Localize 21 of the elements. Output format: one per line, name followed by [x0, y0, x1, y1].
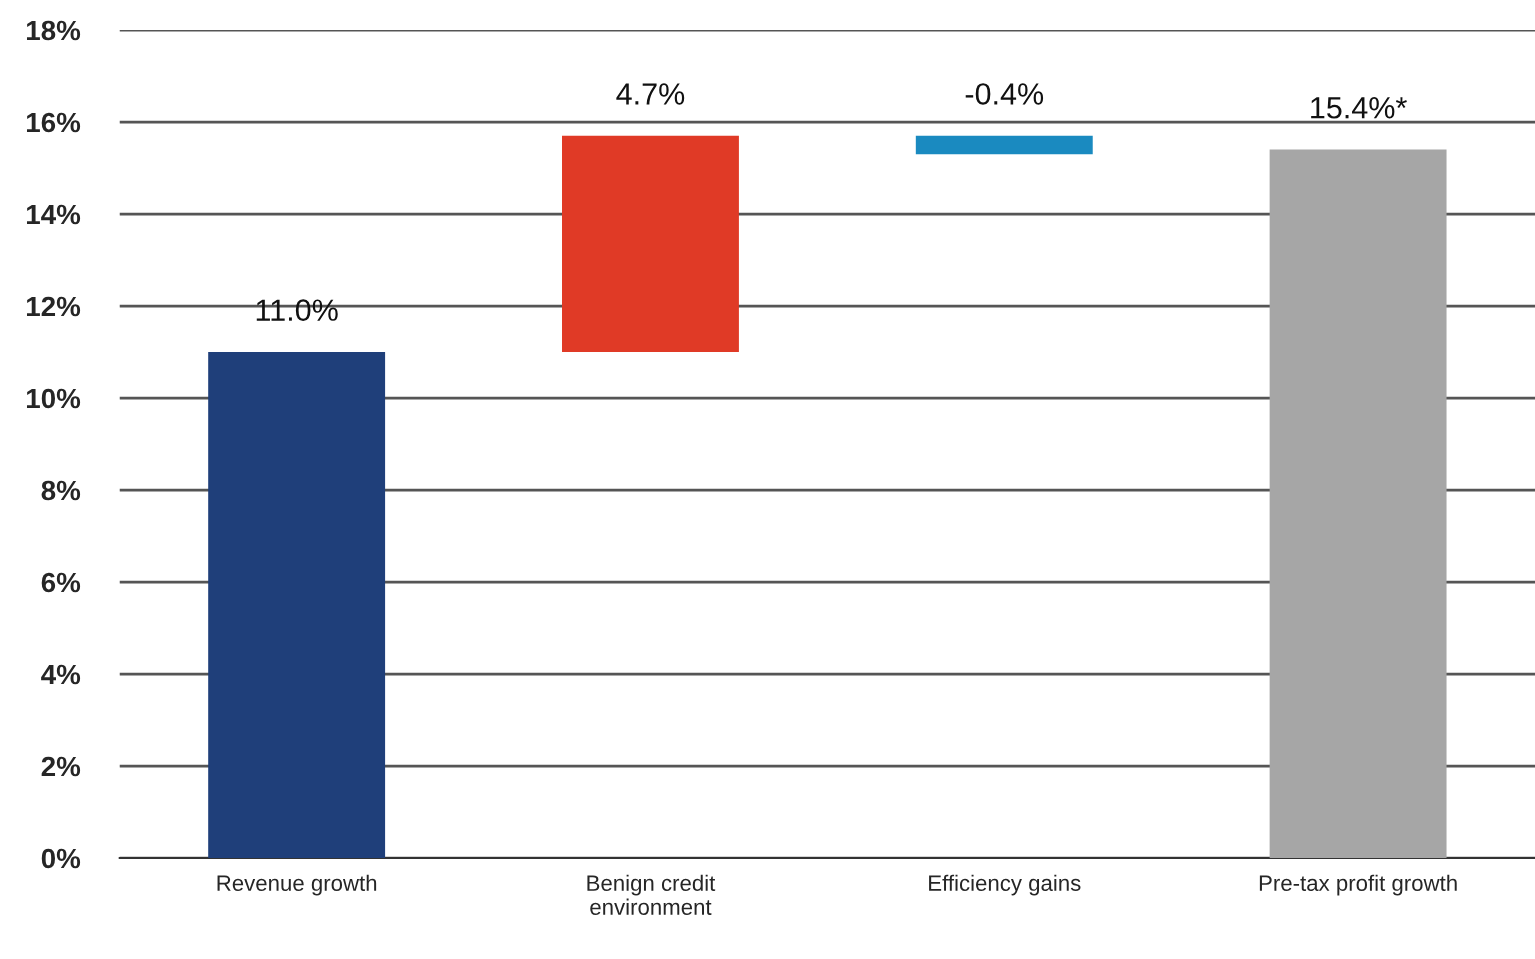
bar: [208, 352, 386, 859]
x-tick-label: Pre-tax profit growth: [1259, 874, 1457, 896]
data-label: 15.4%*: [1311, 97, 1407, 119]
data-label: 4.7%: [616, 83, 685, 105]
y-tick-label: 16%: [27, 112, 81, 133]
x-tick-label: Efficiency gains: [929, 874, 1081, 896]
x-tick-label: Revenue growth: [217, 874, 377, 896]
data-label: -0.4%: [965, 83, 1044, 105]
x-tick-label: Benign credit environment: [587, 874, 716, 915]
y-tick-label: 18%: [27, 20, 81, 41]
y-tick-label: 2%: [41, 756, 81, 777]
y-tick-label: 10%: [27, 388, 81, 409]
bar: [915, 135, 1093, 155]
y-tick-label: 14%: [27, 204, 81, 225]
bar: [562, 135, 739, 353]
y-tick-label: 8%: [41, 480, 81, 501]
y-tick-label: 4%: [41, 664, 81, 685]
y-tick-label: 0%: [41, 848, 81, 869]
bar: [1269, 149, 1447, 859]
y-tick-label: 12%: [27, 296, 81, 317]
y-tick-label: 6%: [41, 572, 81, 593]
